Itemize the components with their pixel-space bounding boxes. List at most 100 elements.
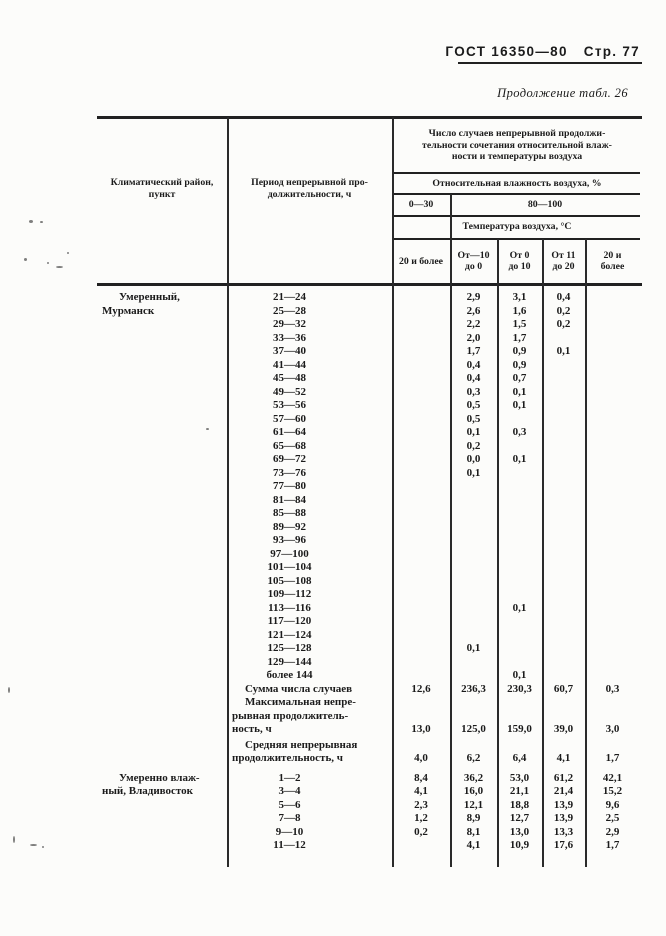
table-row: 69—72 0,0 0,1 [97, 453, 640, 467]
column-divider [450, 194, 452, 867]
table-row: 129—144 [97, 656, 640, 670]
table-row: 41—44 0,4 0,9 [97, 359, 640, 373]
value-cell: 0,1 [556, 345, 571, 357]
period-cell: 129—144 [267, 655, 312, 668]
value-cell: 0,1 [512, 399, 527, 411]
table-row: 49—52 0,3 0,1 [97, 386, 640, 400]
page-number: Стр. 77 [583, 44, 640, 59]
header-bottom-rule [97, 283, 642, 286]
value-cell: 13,0 [509, 825, 530, 838]
period-cell: 1—2 [278, 771, 301, 784]
table-continuation-caption: Продолжение табл. 26 [497, 86, 628, 100]
table-row: 3—4 4,1 16,0 21,1 21,4 15,2 [97, 785, 640, 799]
header-humidity-range-0-30: 0—30 [408, 199, 434, 210]
period-cell: 97—100 [270, 547, 309, 560]
value-cell: 2,9 [466, 291, 481, 303]
table-row: 125—128 0,1 [97, 642, 640, 656]
period-cell: 105—108 [267, 574, 312, 587]
table-row: 29—32 2,2 1,5 0,2 [97, 318, 640, 332]
scan-speck [24, 258, 27, 261]
table-row: Умеренно влаж- ный, Владивосток 1—2 8,4 36,… [97, 771, 640, 798]
value-cell: 8,4 [414, 771, 428, 784]
table-row: 101—104 [97, 561, 640, 575]
value-cell: 0,2 [466, 439, 481, 452]
table-row: 33—36 2,0 1,7 [97, 332, 640, 346]
period-cell: 5—6 [278, 798, 301, 811]
header-temperature: Температура воздуха, °С [462, 221, 572, 232]
period-cell: 29—32 [273, 318, 306, 330]
period-cell: 45—48 [273, 372, 306, 384]
table-row: 89—92 [97, 521, 640, 535]
table-body: Умеренный, Мурманск 21—24 2,9 3,1 0,4 25—28 2,… [97, 291, 640, 853]
value-cell: 0,1 [512, 669, 527, 681]
summary-row: Средняя непрерывная продолжительность, ч… [97, 739, 640, 766]
running-head-underline [458, 62, 642, 64]
value-cell: 0,7 [512, 372, 527, 384]
period-cell: 81—84 [273, 493, 306, 506]
value-cell: 159,0 [507, 723, 532, 735]
value-cell: 0,5 [466, 412, 481, 425]
summary-row: Сумма числа случаев 12,6 236,3 230,3 60,7 0,3 [97, 683, 640, 697]
value-cell: 2,2 [466, 318, 481, 330]
period-cell: 9—10 [275, 825, 304, 838]
table-row: 5—6 2,3 12,1 18,8 13,9 9,6 [97, 799, 640, 813]
scan-speck [8, 687, 10, 693]
period-cell: 89—92 [273, 520, 306, 533]
scan-speck [42, 846, 44, 848]
value-cell: 53,0 [509, 771, 530, 784]
column-divider [227, 117, 229, 867]
period-cell: 125—128 [267, 642, 312, 654]
value-cell: 1,5 [512, 318, 527, 330]
value-cell: 42,1 [602, 771, 623, 784]
period-cell: 61—64 [273, 426, 306, 438]
value-cell: 230,3 [507, 682, 532, 695]
header-period: Период непрерывной про- должительности, … [251, 177, 368, 200]
table-row: 121—124 [97, 629, 640, 643]
table-row: более 144 0,1 [97, 669, 640, 683]
value-cell: 0,2 [556, 318, 571, 330]
value-cell: 0,1 [512, 453, 527, 465]
table-row: 93—96 [97, 534, 640, 548]
humidity-range-rule [392, 215, 640, 217]
value-cell: 2,3 [414, 798, 428, 811]
value-cell: 0,1 [466, 466, 481, 479]
value-cell: 12,7 [509, 812, 530, 824]
value-cell: 1,6 [512, 304, 527, 317]
period-cell: 3—4 [278, 785, 301, 797]
period-cell: 49—52 [273, 385, 306, 398]
value-cell: 1,7 [605, 839, 620, 851]
value-cell: 0,9 [512, 345, 527, 357]
value-cell: 0,2 [414, 825, 428, 838]
table-row: 53—56 0,5 0,1 [97, 399, 640, 413]
value-cell: 0,2 [556, 304, 571, 317]
table-row: 97—100 [97, 548, 640, 562]
column-divider [497, 239, 499, 867]
temp-header-rule [392, 238, 640, 240]
value-cell: 0,0 [466, 453, 481, 465]
period-cell: 37—40 [273, 345, 306, 357]
table-row: 9—10 0,2 8,1 13,0 13,3 2,9 [97, 826, 640, 840]
header-humidity: Относительная влажность воздуха, % [432, 178, 602, 189]
table-row: 117—120 [97, 615, 640, 629]
period-cell: 121—124 [267, 628, 312, 641]
value-cell: 3,1 [512, 291, 527, 303]
value-cell: 13,0 [411, 723, 431, 735]
header-temp-col-5: 20 и более [600, 250, 625, 272]
table-row: 61—64 0,1 0,3 [97, 426, 640, 440]
value-cell: 0,3 [512, 426, 527, 438]
scan-speck [40, 221, 43, 223]
period-cell: 109—112 [267, 588, 312, 600]
period-cell: 73—76 [273, 466, 306, 479]
region-cell: Умеренно влаж- ный, Владивосток [102, 771, 200, 798]
period-cell: 69—72 [273, 453, 306, 465]
value-cell: 13,9 [553, 812, 574, 824]
table-row: 81—84 [97, 494, 640, 508]
header-temperature-columns: 20 и более От—10 до 0 От 0 до 10 От 11 д… [392, 240, 640, 282]
period-cell: 65—68 [273, 439, 306, 452]
value-cell: 21,4 [553, 785, 574, 797]
table-row: 7—8 1,2 8,9 12,7 13,9 2,5 [97, 812, 640, 826]
table-row: 105—108 [97, 575, 640, 589]
table-row: 73—76 0,1 [97, 467, 640, 481]
table-row: Умеренный, Мурманск 21—24 2,9 3,1 0,4 [97, 291, 640, 317]
period-cell: 113—116 [268, 601, 311, 614]
